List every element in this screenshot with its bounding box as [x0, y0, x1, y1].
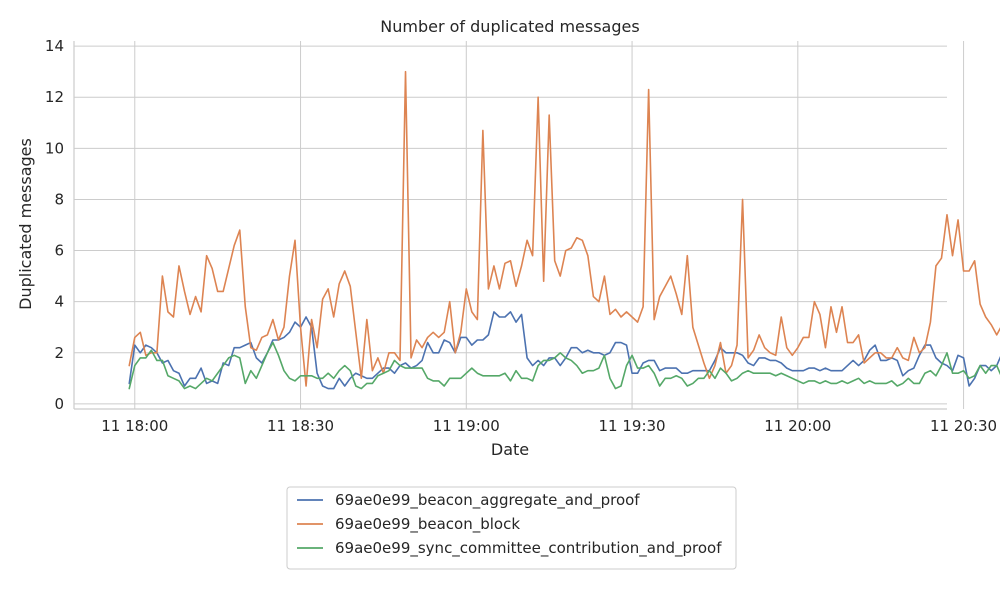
x-tick-label: 11 19:30 [599, 417, 666, 435]
y-tick-label: 14 [45, 37, 64, 55]
series-line-2 [128, 341, 1000, 390]
chart-title: Number of duplicated messages [380, 17, 639, 36]
plot-area [74, 41, 947, 409]
x-tick-label: 11 19:00 [433, 417, 500, 435]
y-tick-label: 8 [54, 190, 64, 208]
legend-box [286, 486, 737, 570]
y-tick-label: 6 [54, 242, 64, 260]
legend-label-2: 69ae0e99_sync_committee_contribution_and… [335, 539, 722, 558]
legend-label-1: 69ae0e99_beacon_block [335, 515, 520, 534]
x-tick-label: 11 18:30 [267, 417, 334, 435]
legend: 69ae0e99_beacon_aggregate_and_proof 69ae0… [286, 486, 737, 570]
grid [74, 41, 965, 409]
x-tick-label: 11 20:00 [764, 417, 831, 435]
y-tick-label: 4 [54, 293, 64, 311]
legend-label-0: 69ae0e99_beacon_aggregate_and_proof [335, 491, 640, 510]
x-tick-label: 11 18:00 [101, 417, 168, 435]
series-line-1 [128, 70, 1000, 387]
series-line-0 [128, 311, 1000, 390]
x-axis-title: Date [491, 440, 529, 459]
y-tick-label: 10 [45, 139, 64, 157]
axes: 0 2 4 6 8 10 12 14 11 18:00 11 18:30 11 19:00 11 19… [45, 37, 997, 435]
y-tick-label: 0 [54, 395, 64, 413]
series-group [128, 70, 1000, 390]
y-axis-title: Duplicated messages [16, 138, 35, 310]
y-tick-label: 12 [45, 88, 64, 106]
y-tick-label: 2 [54, 344, 64, 362]
x-tick-label: 11 20:30 [930, 417, 997, 435]
